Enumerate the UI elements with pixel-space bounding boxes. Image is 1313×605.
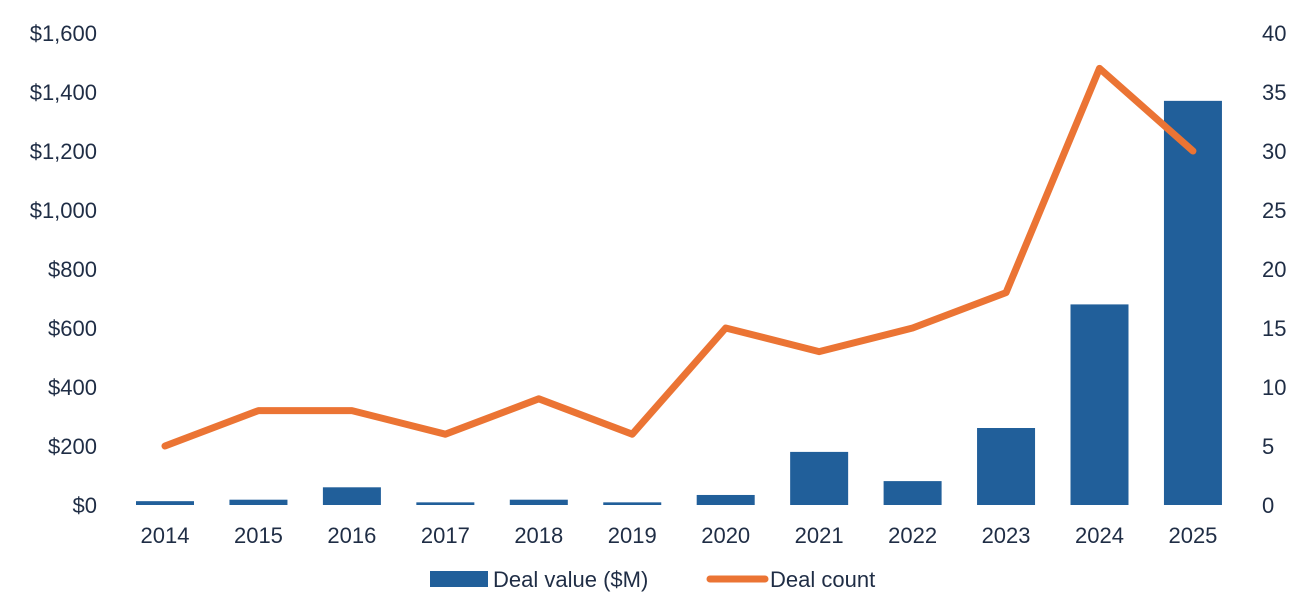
- right-axis: 0 5 10 15 20 25 30 35 40: [1262, 21, 1286, 518]
- bar-2024: [1070, 304, 1129, 505]
- right-tick-label: 25: [1262, 198, 1286, 223]
- right-tick-label: 10: [1262, 375, 1286, 400]
- bar-2019: [603, 502, 662, 505]
- deal-count-point-2017: [442, 431, 449, 438]
- line-series: [161, 64, 1197, 450]
- left-tick-label: $400: [48, 375, 97, 400]
- left-tick-label: $1,200: [30, 139, 97, 164]
- deal-count-point-2023: [1003, 289, 1010, 296]
- x-tick-label: 2022: [888, 523, 937, 548]
- x-tick-label: 2023: [982, 523, 1031, 548]
- x-tick-label: 2018: [514, 523, 563, 548]
- x-tick-label: 2015: [234, 523, 283, 548]
- deal-count-point-2024: [1096, 65, 1103, 72]
- x-tick-label: 2014: [141, 523, 190, 548]
- x-tick-label: 2025: [1168, 523, 1217, 548]
- bar-2015: [229, 499, 288, 505]
- right-tick-label: 30: [1262, 139, 1286, 164]
- legend-label-deal-count: Deal count: [770, 567, 875, 592]
- x-tick-label: 2019: [608, 523, 657, 548]
- x-tick-label: 2016: [327, 523, 376, 548]
- deal-count-point-2018: [535, 395, 542, 402]
- deal-count-point-2022: [909, 325, 916, 331]
- legend: Deal value ($M) Deal count: [430, 567, 875, 592]
- legend-label-deal-value: Deal value ($M): [493, 567, 648, 592]
- bar-2020: [696, 494, 755, 505]
- bar-2025: [1163, 100, 1222, 505]
- deal-count-point-2021: [816, 348, 823, 355]
- deal-count-point-2015: [255, 407, 262, 414]
- x-axis: 2014 2015 2016 2017 2018 2019 2020 2021 2022 2023…: [141, 523, 1218, 548]
- deal-count-point-2025: [1189, 148, 1196, 154]
- x-tick-label: 2021: [795, 523, 844, 548]
- right-tick-label: 0: [1262, 493, 1274, 518]
- left-tick-label: $800: [48, 257, 97, 282]
- bar-series: [136, 100, 1222, 505]
- bar-2016: [322, 487, 381, 505]
- deal-count-point-2016: [348, 407, 355, 414]
- left-tick-label: $200: [48, 434, 97, 459]
- bar-2017: [416, 502, 475, 505]
- bar-2014: [136, 501, 194, 505]
- right-tick-label: 40: [1262, 21, 1286, 46]
- left-tick-label: $1,600: [30, 21, 97, 46]
- bar-2023: [977, 428, 1036, 505]
- deal-count-point-2020: [722, 325, 729, 331]
- right-tick-label: 20: [1262, 257, 1286, 282]
- right-tick-label: 15: [1262, 316, 1286, 341]
- left-tick-label: $1,400: [30, 80, 97, 105]
- deal-count-point-2019: [629, 431, 636, 438]
- x-tick-label: 2020: [701, 523, 750, 548]
- bar-2021: [790, 451, 849, 505]
- left-axis: $0 $200 $400 $600 $800 $1,000 $1,200 $1,400 $1,6…: [30, 21, 97, 518]
- deal-count-point-2014: [162, 443, 168, 449]
- legend-swatch-deal-value: [430, 571, 488, 587]
- bar-2018: [509, 499, 568, 505]
- deal-count-line: [161, 64, 1197, 450]
- left-tick-label: $0: [73, 493, 97, 518]
- x-tick-label: 2024: [1075, 523, 1124, 548]
- left-tick-label: $600: [48, 316, 97, 341]
- bar-2022: [883, 481, 942, 505]
- x-tick-label: 2017: [421, 523, 470, 548]
- left-tick-label: $1,000: [30, 198, 97, 223]
- right-tick-label: 35: [1262, 80, 1286, 105]
- right-tick-label: 5: [1262, 434, 1274, 459]
